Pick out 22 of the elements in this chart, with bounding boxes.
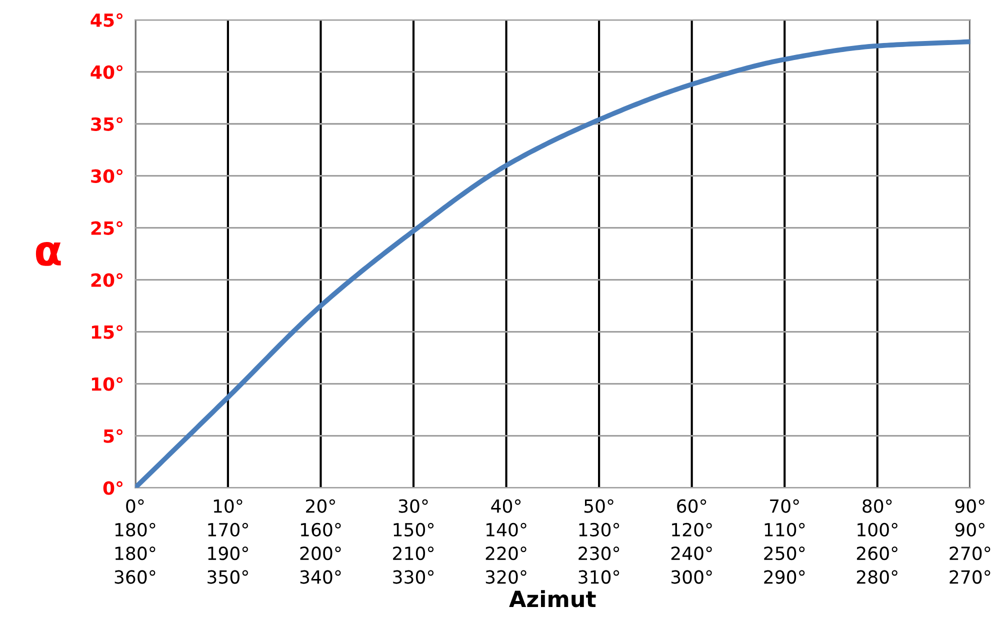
y-tick-label: 10°: [92, 377, 122, 391]
x-tick-label: 40° 140° 220° 320°: [486, 499, 526, 584]
x-tick-label: 20° 160° 200° 340°: [300, 499, 341, 584]
y-tick-label: 0°: [103, 481, 122, 495]
y-tick-label: 45°: [90, 13, 122, 27]
y-tick-label: 30°: [91, 169, 122, 183]
y-tick-label: 15°: [92, 325, 122, 339]
x-tick-label: 70° 110° 250° 290°: [764, 499, 805, 584]
y-tick-label: 20°: [91, 273, 122, 287]
x-tick-label: 60° 120° 240° 300°: [671, 499, 712, 584]
y-axis-title: α: [36, 242, 61, 266]
x-tick-label: 50° 130° 230° 310°: [578, 499, 620, 584]
x-tick-label: 30° 150° 210° 330°: [393, 499, 434, 584]
y-tick-label: 5°: [104, 429, 122, 443]
x-tick-label: 10° 170° 190° 350°: [208, 499, 248, 584]
y-tick-label: 35°: [91, 117, 122, 131]
y-tick-label: 25°: [91, 221, 122, 235]
x-tick-label: 80° 100° 260° 280°: [856, 499, 898, 584]
x-tick-label: 0° 180° 180° 360°: [114, 499, 156, 584]
x-axis-title: Azimut: [509, 590, 596, 608]
y-tick-label: 40°: [90, 65, 122, 79]
x-tick-label: 90° 90° 270° 270°: [950, 499, 990, 584]
